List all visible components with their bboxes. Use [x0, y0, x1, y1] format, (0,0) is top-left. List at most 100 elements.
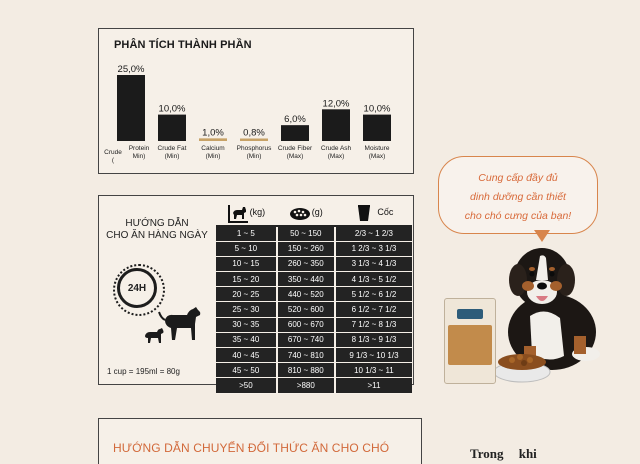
cups-cell: 8 1/3 ~ 9 1/3 [333, 332, 412, 349]
food-grams-cell: >880 [275, 377, 335, 394]
chart-bar [240, 138, 268, 141]
chart-category-label: Crude Fat [158, 145, 187, 152]
chart-category-label: Crude Fiber [278, 145, 313, 152]
feeding-guide-title-line1: HƯỚNG DẪN [125, 218, 189, 229]
food-transition-title: HƯỚNG DẪN CHUYỂN ĐỔI THỨC ĂN CHO CHÓ [113, 441, 390, 455]
bubble-line2: dinh dưỡng cần thiết [470, 191, 566, 203]
food-grams-cell: 520 ~ 600 [275, 301, 335, 318]
cup-conversion-note: 1 cup = 195ml = 80g [107, 367, 180, 376]
clock-icon: 24H [113, 264, 165, 316]
cups-cell: 9 1/3 ~ 10 1/3 [333, 347, 412, 364]
feeding-table-row: 30 ~ 35 600 ~ 670 7 1/2 ~ 8 1/3 [216, 317, 412, 333]
feeding-table-row: 1 ~ 5 50 ~ 150 2/3 ~ 1 2/3 [216, 226, 412, 242]
food-grams-cell: 150 ~ 260 [275, 241, 335, 257]
food-grams-cell: 350 ~ 440 [275, 271, 335, 288]
cup-unit: Cốc [377, 206, 394, 217]
chart-bar [158, 114, 186, 141]
dogs-icon [145, 307, 201, 343]
analysis-title: PHÂN TÍCH THÀNH PHẦN [114, 39, 252, 51]
speech-bubble: Cung cấp đầy đủ dinh dưỡng cần thiết cho… [438, 156, 598, 234]
feeding-table-row: 10 ~ 15 260 ~ 350 3 1/3 ~ 4 1/3 [216, 256, 412, 273]
weight-cell: 40 ~ 45 [216, 347, 277, 364]
feeding-table: (kg) (g) [216, 198, 412, 394]
weight-cell: 5 ~ 10 [216, 241, 277, 257]
feeding-table-row: 45 ~ 50 810 ~ 880 10 1/3 ~ 11 [216, 362, 412, 379]
chart-category-label: Protein [129, 145, 150, 152]
food-grams-cell: 670 ~ 740 [275, 332, 335, 349]
chart-category-label: (Max) [287, 153, 304, 160]
chart-category-label: Calcium [201, 145, 224, 152]
cups-cell: 4 1/3 ~ 5 1/2 [333, 271, 412, 288]
feeding-table-row: 15 ~ 20 350 ~ 440 4 1/3 ~ 5 1/2 [216, 271, 412, 288]
cups-cell: 5 1/2 ~ 6 1/2 [333, 286, 412, 303]
cups-cell: 10 1/3 ~ 11 [333, 362, 412, 379]
chart-category-label: Moisture [365, 145, 390, 152]
kibble-icon [289, 203, 310, 221]
weight-cell: >50 [216, 377, 277, 394]
cup-column-header: Cốc [333, 198, 412, 227]
weight-cell: 30 ~ 35 [216, 317, 277, 333]
feeding-table-row: 40 ~ 45 740 ~ 810 9 1/3 ~ 10 1/3 [216, 347, 412, 364]
feeding-guide-panel: HƯỚNG DẪN CHO ĂN HÀNG NGÀY 24H 1 cup = 1… [98, 195, 414, 394]
bubble-line1: Cung cấp đầy đủ [478, 172, 558, 184]
weight-column-header: (kg) [216, 198, 277, 227]
product-logo [457, 309, 483, 319]
food-grams-cell: 810 ~ 880 [275, 362, 335, 379]
chart-category-label: Min) [133, 153, 146, 160]
chart-bar [199, 138, 227, 141]
food-grams-cell: 50 ~ 150 [275, 226, 335, 242]
feeding-table-row: 35 ~ 40 670 ~ 740 8 1/3 ~ 9 1/3 [216, 332, 412, 349]
chart-bar [322, 109, 350, 141]
food-grams-cell: 260 ~ 350 [275, 256, 335, 273]
weight-cell: 15 ~ 20 [216, 271, 277, 288]
chart-category-label: (Min) [247, 153, 262, 160]
cups-cell: >11 [333, 377, 412, 394]
bubble-text: Cung cấp đầy đủ dinh dưỡng cần thiết cho… [439, 169, 597, 226]
cup-icon [354, 203, 374, 221]
food-transition-panel: HƯỚNG DẪN CHUYỂN ĐỔI THỨC ĂN CHO CHÓ [98, 418, 422, 464]
chart-value-label: 12,0% [323, 98, 350, 109]
chart-value-label: 10,0% [364, 104, 391, 115]
weight-cell: 35 ~ 40 [216, 332, 277, 349]
transition-side-text: Trong khi [470, 446, 537, 461]
speech-bubble-tail [534, 230, 550, 242]
chart-bar [363, 114, 391, 141]
product-bag-image [444, 298, 496, 384]
feeding-table-row: 25 ~ 30 520 ~ 600 6 1/2 ~ 7 1/2 [216, 301, 412, 318]
chart-category-label: (Min) [206, 153, 221, 160]
weight-cell: 1 ~ 5 [216, 226, 277, 242]
chart-category-label: (Max) [369, 153, 386, 160]
feeding-guide-title-line2: CHO ĂN HÀNG NGÀY [106, 230, 208, 241]
composition-analysis-panel: PHÂN TÍCH THÀNH PHẦN 25,0% Crude(Protein M… [98, 28, 414, 174]
feeding-table-header: (kg) (g) [216, 198, 412, 227]
clock-label: 24H [127, 282, 147, 294]
chart-value-label: 0,8% [243, 128, 265, 139]
weight-unit: (kg) [249, 206, 266, 217]
cups-cell: 3 1/3 ~ 4 1/3 [333, 256, 412, 273]
feeding-table-row: >50 >880 >11 [216, 377, 412, 394]
feeding-guide-title: HƯỚNG DẪN CHO ĂN HÀNG NGÀY [103, 218, 211, 242]
chart-value-label: 25,0% [118, 64, 145, 75]
feeding-table-row: 20 ~ 25 440 ~ 520 5 1/2 ~ 6 1/2 [216, 286, 412, 303]
bubble-line3: cho chó cưng của bạn! [464, 210, 572, 222]
chart-value-label: 6,0% [284, 114, 306, 125]
cups-cell: 7 1/2 ~ 8 1/3 [333, 317, 412, 333]
cups-cell: 6 1/2 ~ 7 1/2 [333, 301, 412, 318]
cups-cell: 1 2/3 ~ 3 1/3 [333, 241, 412, 257]
chart-category-label: ( [112, 157, 115, 164]
product-band [448, 325, 492, 365]
food-unit: (g) [311, 206, 323, 217]
feeding-table-row: 5 ~ 10 150 ~ 260 1 2/3 ~ 3 1/3 [216, 241, 412, 257]
dog-weight-icon [227, 203, 248, 223]
chart-bar [281, 125, 309, 141]
chart-category-label: Crude [104, 149, 122, 156]
food-column-header: (g) [275, 198, 335, 227]
food-grams-cell: 600 ~ 670 [275, 317, 335, 333]
weight-cell: 25 ~ 30 [216, 301, 277, 318]
food-grams-cell: 440 ~ 520 [275, 286, 335, 303]
chart-category-label: Crude Ash [321, 145, 352, 152]
food-grams-cell: 740 ~ 810 [275, 347, 335, 364]
chart-category-label: (Max) [328, 153, 345, 160]
